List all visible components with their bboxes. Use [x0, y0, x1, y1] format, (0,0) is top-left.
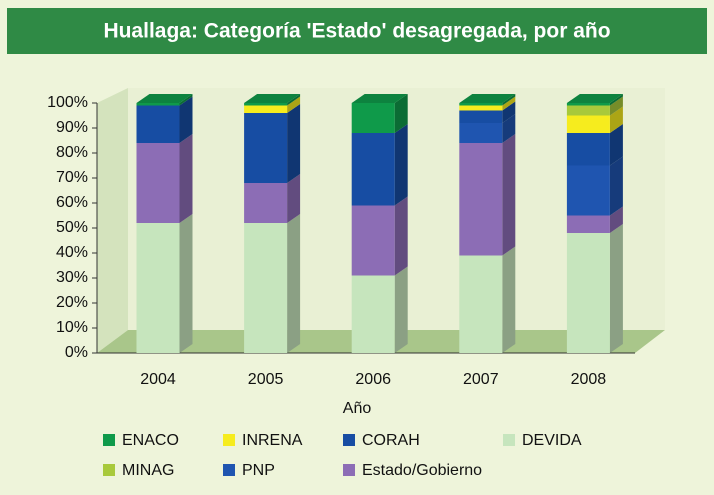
y-tick-label: 60% — [56, 194, 88, 211]
left-wall — [97, 88, 128, 353]
y-tick-label: 70% — [56, 169, 88, 186]
bar-segment — [244, 103, 288, 106]
legend-swatch — [343, 434, 355, 446]
bar-segment — [566, 133, 610, 166]
bar-top — [244, 94, 301, 103]
x-tick-label: 2008 — [571, 371, 607, 388]
legend-label: INRENA — [242, 432, 303, 449]
bar-top — [351, 94, 408, 103]
bar-side — [502, 101, 516, 123]
bar-segment — [351, 205, 395, 276]
bar-side — [609, 106, 623, 133]
bar-segment — [136, 103, 180, 106]
bar-side — [394, 124, 408, 206]
bar-side — [502, 96, 516, 111]
bar-side — [287, 214, 301, 353]
x-tick-label: 2005 — [248, 371, 284, 388]
y-tick-label: 50% — [56, 219, 88, 236]
bar-side — [609, 94, 623, 106]
bar-side — [179, 214, 193, 353]
legend-label: MINAG — [122, 462, 174, 479]
x-tick-label: 2007 — [463, 371, 499, 388]
x-tick-label: 2004 — [140, 371, 176, 388]
bar-segment — [351, 275, 395, 353]
bar-side — [287, 174, 301, 223]
legend-swatch — [103, 434, 115, 446]
bar-side — [502, 246, 516, 353]
bar-segment — [566, 215, 610, 233]
bar-side — [609, 224, 623, 353]
bar-segment — [459, 105, 503, 111]
title-bar — [7, 8, 707, 54]
bar-segment — [244, 105, 288, 113]
bar-side — [502, 114, 516, 143]
bar-segment — [459, 123, 503, 143]
y-tick-label: 30% — [56, 269, 88, 286]
bar-segment — [459, 103, 503, 106]
bar-segment — [566, 105, 610, 116]
bar-segment — [136, 105, 180, 143]
bar-side — [609, 96, 623, 116]
legend-swatch — [103, 464, 115, 476]
bar-segment — [566, 165, 610, 216]
bar-side — [287, 94, 301, 106]
bar-segment — [351, 103, 395, 133]
bar-segment — [136, 223, 180, 353]
y-tick-label: 80% — [56, 144, 88, 161]
bar-segment — [351, 133, 395, 206]
bar-side — [287, 104, 301, 183]
chart-title: Huallaga: Categoría 'Estado' desagregada… — [103, 20, 610, 43]
bar-segment — [459, 110, 503, 123]
bar-side — [502, 94, 516, 106]
bar-side — [179, 96, 193, 143]
legend-label: ENACO — [122, 432, 179, 449]
bar-side — [609, 124, 623, 166]
bar-segment — [566, 115, 610, 133]
bar-segment — [244, 113, 288, 183]
legend-swatch — [223, 434, 235, 446]
legend-label: PNP — [242, 462, 275, 479]
legend-swatch — [503, 434, 515, 446]
bar-top — [136, 94, 193, 103]
y-tick-label: 100% — [47, 94, 88, 111]
bar-side — [394, 94, 408, 133]
x-axis-label: Año — [343, 400, 372, 417]
bar-side — [609, 156, 623, 216]
y-tick-label: 40% — [56, 244, 88, 261]
y-tick-label: 20% — [56, 294, 88, 311]
bar-side — [179, 94, 193, 106]
bar-segment — [459, 143, 503, 256]
bar-side — [179, 134, 193, 223]
bar-side — [394, 266, 408, 353]
bar-segment — [244, 223, 288, 353]
bar-top — [566, 94, 623, 103]
x-tick-label: 2006 — [355, 371, 391, 388]
bar-side — [502, 134, 516, 256]
bar-side — [609, 206, 623, 233]
bar-segment — [459, 255, 503, 353]
legend-label: DEVIDA — [522, 432, 582, 449]
y-tick-label: 90% — [56, 119, 88, 136]
legend-label: Estado/Gobierno — [362, 462, 482, 479]
legend-label: CORAH — [362, 432, 420, 449]
legend-swatch — [343, 464, 355, 476]
bar-segment — [566, 103, 610, 106]
y-tick-label: 10% — [56, 319, 88, 336]
bar-top — [459, 94, 516, 103]
bar-segment — [136, 143, 180, 223]
bar-segment — [244, 183, 288, 223]
bar-side — [287, 96, 301, 113]
bar-segment — [566, 233, 610, 353]
bar-side — [394, 196, 408, 276]
y-tick-label: 0% — [65, 344, 88, 361]
legend-swatch — [223, 464, 235, 476]
